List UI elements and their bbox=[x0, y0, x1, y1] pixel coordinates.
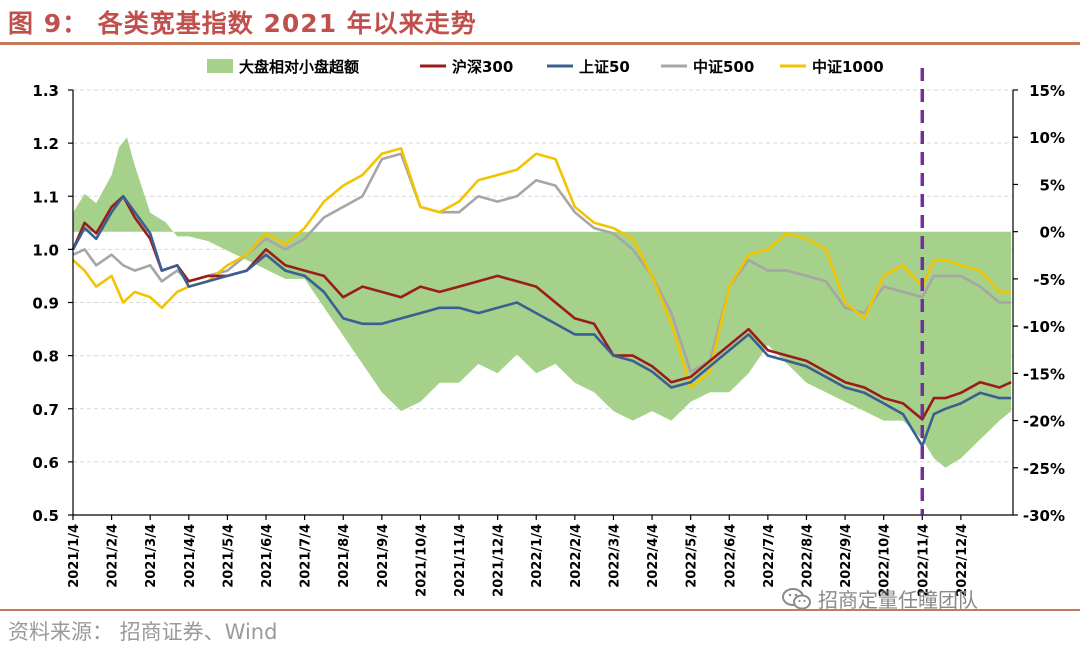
x-tick-label: 2021/8/4 bbox=[337, 524, 352, 588]
legend-label: 中证500 bbox=[693, 58, 754, 76]
x-tick-label: 2021/10/4 bbox=[414, 524, 429, 597]
left-tick-label: 0.8 bbox=[32, 348, 59, 366]
x-tick-label: 2022/8/4 bbox=[801, 524, 816, 588]
legend-label: 上证50 bbox=[579, 58, 630, 76]
left-tick-label: 0.6 bbox=[32, 454, 59, 472]
title-divider bbox=[0, 42, 1080, 45]
x-tick-label: 2021/5/4 bbox=[221, 524, 236, 588]
x-axis: 2021/1/4 2021/2/4 2021/3/4 2021/4/4 2021/5/4… bbox=[67, 514, 1013, 597]
x-tick-label: 2022/11/4 bbox=[916, 524, 931, 597]
x-tick-label: 2022/9/4 bbox=[839, 524, 854, 588]
legend-label: 大盘相对小盘超额 bbox=[239, 58, 359, 76]
x-tick-label: 2021/6/4 bbox=[260, 524, 275, 588]
legend: 大盘相对小盘超额 沪深300 上证50 中证500 中证1000 bbox=[207, 58, 884, 76]
x-tick-label: 2021/9/4 bbox=[376, 524, 391, 588]
left-tick-label: 0.5 bbox=[32, 507, 59, 525]
x-tick-label: 2021/11/4 bbox=[453, 524, 468, 597]
right-tick-label: 15% bbox=[1029, 82, 1065, 100]
x-tick-label: 2022/4/4 bbox=[646, 524, 661, 588]
left-axis: 0.5 0.6 0.7 0.8 0.9 1.0 1.1 1.2 1.3 bbox=[32, 82, 74, 525]
watermark-text: 招商定量任瞳团队 bbox=[818, 588, 978, 612]
left-tick-label: 1.2 bbox=[32, 135, 59, 153]
area-series bbox=[73, 137, 1012, 468]
legend-label: 沪深300 bbox=[452, 58, 513, 76]
x-tick-label: 2022/1/4 bbox=[530, 524, 545, 588]
x-tick-label: 2021/4/4 bbox=[183, 524, 198, 588]
legend-label: 中证1000 bbox=[812, 58, 884, 76]
right-axis: -30% -25% -20% -15% -10% -5% 0% 5% 10% 15% bbox=[1012, 82, 1065, 525]
x-tick-label: 2022/5/4 bbox=[685, 524, 700, 588]
x-tick-label: 2022/10/4 bbox=[878, 524, 893, 597]
right-tick-label: -30% bbox=[1023, 507, 1065, 525]
legend-swatch-excess bbox=[207, 59, 233, 73]
x-tick-label: 2022/7/4 bbox=[762, 524, 777, 588]
left-tick-label: 1.1 bbox=[32, 188, 59, 206]
area-excess-return bbox=[73, 137, 1012, 468]
figure-title: 图 9： 各类宽基指数 2021 年以来走势 bbox=[8, 9, 477, 38]
left-tick-label: 1.0 bbox=[32, 241, 59, 259]
right-tick-label: 0% bbox=[1040, 224, 1065, 242]
x-tick-label: 2021/12/4 bbox=[492, 524, 507, 597]
x-tick-label: 2021/2/4 bbox=[106, 524, 121, 588]
left-tick-label: 0.7 bbox=[32, 401, 59, 419]
x-tick-label: 2021/1/4 bbox=[67, 524, 82, 588]
right-tick-label: 5% bbox=[1040, 176, 1065, 194]
x-tick-label: 2022/6/4 bbox=[723, 524, 738, 588]
watermark: 招商定量任瞳团队 bbox=[782, 584, 978, 613]
right-tick-label: -10% bbox=[1023, 318, 1065, 336]
right-tick-label: 10% bbox=[1029, 129, 1065, 147]
right-tick-label: -15% bbox=[1023, 365, 1065, 383]
x-tick-label: 2022/3/4 bbox=[608, 524, 623, 588]
chart: 大盘相对小盘超额 沪深300 上证50 中证500 中证1000 0.50.60.70.… bbox=[32, 58, 1065, 597]
x-tick-label: 2021/7/4 bbox=[299, 524, 314, 588]
footer-divider bbox=[0, 609, 1080, 611]
right-tick-label: -20% bbox=[1023, 413, 1065, 431]
x-tick-label: 2022/2/4 bbox=[569, 524, 584, 588]
left-tick-label: 1.3 bbox=[32, 82, 59, 100]
x-tick-label: 2021/3/4 bbox=[144, 524, 159, 588]
line-series bbox=[71, 147, 1012, 448]
line-上证50 bbox=[71, 194, 1012, 448]
wechat-icon bbox=[782, 587, 811, 609]
right-tick-label: -25% bbox=[1023, 460, 1065, 478]
right-tick-label: -5% bbox=[1033, 271, 1065, 289]
source-note: 资料来源： 招商证券、Wind bbox=[8, 620, 278, 644]
x-tick-label: 2022/12/4 bbox=[955, 524, 970, 597]
line-中证1000 bbox=[72, 147, 1012, 389]
line-沪深300 bbox=[71, 194, 1012, 421]
left-tick-label: 0.9 bbox=[32, 295, 59, 313]
